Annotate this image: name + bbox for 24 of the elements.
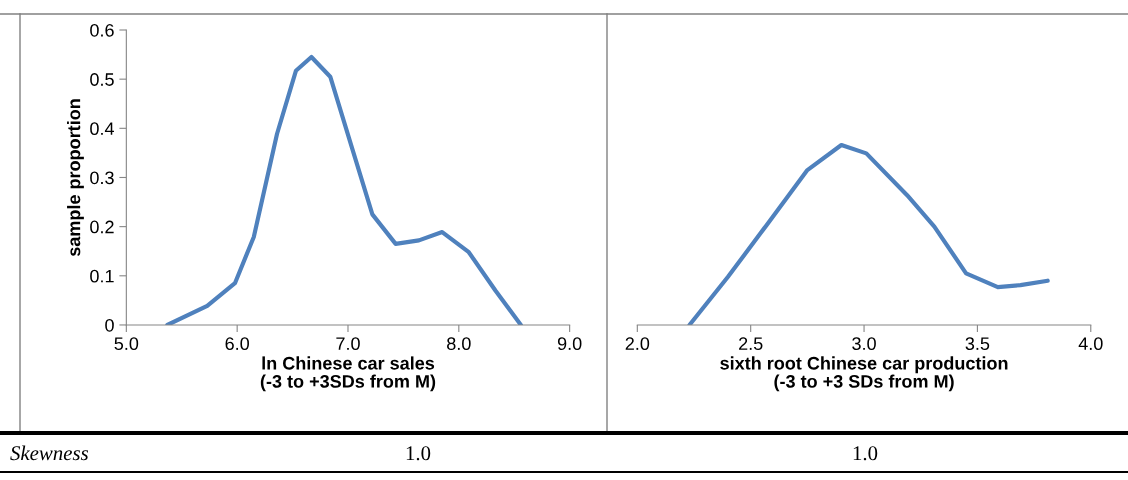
y-tick-label: 0 — [105, 318, 114, 332]
line-series — [165, 54, 523, 325]
y-tick-label: 0.5 — [90, 73, 114, 86]
x-axis-title: ln Chinese car sales (-3 to +3SDs from M) — [260, 356, 436, 392]
text: 1.0 — [853, 446, 878, 461]
x-tick-label: 3.5 — [965, 337, 990, 351]
y-tick-label: 0.3 — [90, 171, 114, 185]
x-axis-title: sixth root Chinese car production (-3 to +3 SDs from M) — [720, 356, 1008, 392]
y-tick-label: 0.1 — [90, 269, 114, 283]
x-tick-label: 6.0 — [225, 337, 250, 351]
x-tick-label: 8.0 — [447, 337, 471, 351]
text: Skewness — [10, 445, 89, 461]
x-tick-label: 9.0 — [557, 337, 582, 351]
y-axis-title: sample proportion — [67, 99, 84, 257]
x-tick-label: 2.0 — [625, 337, 650, 351]
text: 1.0 — [406, 446, 431, 461]
x-tick-label: 4.0 — [1078, 337, 1103, 351]
y-tick-label: 0.4 — [90, 122, 114, 136]
x-tick-label: 2.5 — [739, 337, 763, 351]
x-tick-label: 5.0 — [114, 337, 139, 351]
x-tick-label: 3.0 — [852, 337, 876, 351]
x-tick-label: 7.0 — [336, 337, 360, 351]
y-tick-label: 0.6 — [90, 23, 114, 37]
y-tick-label: 0.2 — [90, 220, 114, 234]
